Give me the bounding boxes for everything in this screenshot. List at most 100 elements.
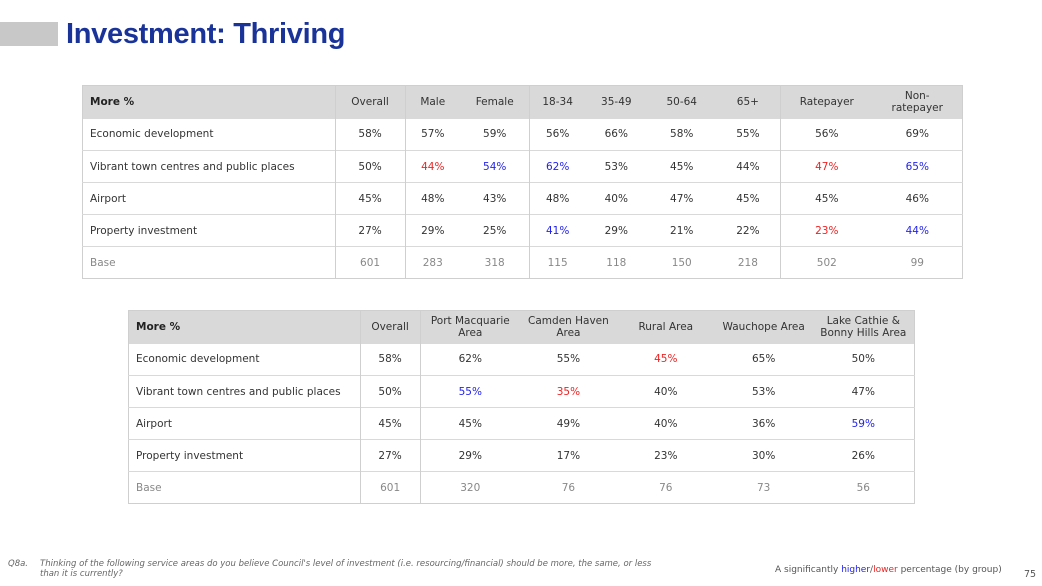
table-cell: 45% — [335, 182, 406, 215]
table-cell: 49% — [519, 407, 617, 440]
demographic-table: More % Overall Male Female 18-34 35-49 50-64 65… — [82, 85, 963, 279]
table-cell: 40% — [584, 182, 648, 215]
row-label: Property investment — [128, 439, 361, 472]
legend-prefix: A significantly — [775, 565, 842, 575]
table-cell: 58% — [335, 118, 406, 151]
base-value: 283 — [405, 246, 460, 279]
table-cell: 29% — [584, 214, 648, 247]
row-label: Property investment — [82, 214, 336, 247]
table-cell: 43% — [459, 182, 531, 215]
table-cell: 65% — [872, 150, 963, 183]
base-value: 118 — [584, 246, 648, 279]
base-value: 502 — [780, 246, 873, 279]
table-row: Property investment 27% 29% 25% 41% 29% 21% 22%… — [82, 214, 963, 247]
row-label: Economic development — [128, 343, 361, 376]
base-value: 601 — [360, 471, 421, 504]
column-header: Wauchope Area — [714, 310, 813, 344]
table-cell: 46% — [872, 182, 963, 215]
significance-legend: A significantly higher/lower percentage … — [775, 565, 1002, 575]
column-header: Overall — [360, 310, 421, 344]
table-corner-label: More % — [128, 310, 361, 344]
table-cell: 53% — [714, 375, 813, 408]
table-cell: 45% — [715, 182, 782, 215]
table-cell: 23% — [616, 439, 715, 472]
table-cell: 55% — [556, 353, 581, 366]
column-header: 65+ — [715, 85, 782, 119]
table-cell: 58% — [360, 343, 421, 376]
legend-suffix: percentage (by group) — [897, 565, 1002, 575]
table-header-row: More % Overall Port Macquarie Area Camden H… — [128, 310, 915, 344]
table-corner-label: More % — [82, 85, 336, 119]
table-cell: 29% — [405, 214, 460, 247]
table-cell: 40% — [616, 375, 715, 408]
base-value: 218 — [715, 246, 782, 279]
table-row: Airport 45% 45% 49% 40% 36% 59% — [128, 407, 915, 440]
table-cell: 27% — [360, 439, 421, 472]
column-header: Female — [459, 85, 531, 119]
base-value: 76 — [616, 471, 715, 504]
row-label: Airport — [128, 407, 361, 440]
table-cell: 50% — [360, 375, 421, 408]
table-row: Vibrant town centres and public places 50… — [82, 150, 963, 183]
legend-slash: / — [870, 565, 874, 575]
base-value: 601 — [335, 246, 406, 279]
base-value: 320 — [420, 471, 520, 504]
table-cell: 45% — [780, 182, 873, 215]
column-header: Male — [405, 85, 460, 119]
question-text: Thinking of the following service areas … — [40, 559, 652, 579]
table-row: Property investment 27% 29% 17% 23% 30% 26% — [128, 439, 915, 472]
table-cell: 57% — [421, 128, 445, 141]
column-header: Lake Cathie & Bonny Hills Area — [812, 310, 915, 344]
table-cell: 45% — [420, 407, 520, 440]
table-cell: 50% — [335, 150, 406, 183]
base-value: 99 — [872, 246, 963, 279]
table-cell: 29% — [420, 439, 520, 472]
area-table: More % Overall Port Macquarie Area Camden H… — [128, 310, 915, 504]
table-header-row: More % Overall Male Female 18-34 35-49 50-64 65… — [82, 85, 963, 119]
table-row: Economic development 58% 62% 55% 45% 65% 50% — [128, 343, 915, 376]
row-label: Economic development — [82, 118, 336, 151]
table-cell: 44% — [715, 150, 782, 183]
table-cell: 47% — [647, 182, 716, 215]
legend-higher: higher — [841, 565, 871, 575]
column-header: 35-49 — [584, 85, 648, 119]
base-value: 73 — [714, 471, 813, 504]
legend-lower: lower — [873, 565, 898, 575]
title-accent-bar — [0, 22, 58, 46]
column-header: Camden Haven Area — [519, 310, 617, 344]
table-cell: 53% — [584, 150, 648, 183]
table-cell: 59% — [459, 118, 531, 151]
table-cell: 69% — [905, 128, 929, 141]
table-cell: 50% — [851, 353, 875, 366]
base-row: Base 601 283 318 115 118 150 218 502 99 — [82, 246, 963, 279]
table-cell: 54% — [459, 150, 531, 183]
page-number: 75 — [1024, 569, 1037, 580]
column-header: Ratepayer — [780, 85, 873, 119]
table-cell: 21% — [647, 214, 716, 247]
table-cell: 26% — [812, 439, 915, 472]
base-value: 150 — [647, 246, 716, 279]
table-cell: 55% — [715, 118, 782, 151]
table-cell: 44% — [405, 150, 460, 183]
table-cell: 45% — [654, 353, 678, 366]
table-cell: 59% — [812, 407, 915, 440]
table-cell: 56% — [545, 128, 570, 141]
table-cell: 41% — [529, 214, 585, 247]
table-row: Economic development 58% 57% 59% 56% 66% 58% 55… — [82, 118, 963, 151]
column-header: 50-64 — [647, 85, 716, 119]
table-cell: 23% — [780, 214, 873, 247]
column-header: 18-34 — [529, 85, 585, 119]
table-cell: 30% — [714, 439, 813, 472]
table-cell: 27% — [335, 214, 406, 247]
table-cell: 25% — [459, 214, 531, 247]
table-cell: 48% — [405, 182, 460, 215]
table-cell: 47% — [812, 375, 915, 408]
table-cell: 45% — [360, 407, 421, 440]
table-cell: 47% — [780, 150, 873, 183]
table-cell: 48% — [529, 182, 585, 215]
column-header: Non- ratepayer — [872, 85, 963, 119]
question-id: Q8a. — [8, 559, 29, 569]
column-header: Overall — [335, 85, 406, 119]
table-row: Vibrant town centres and public places 50… — [128, 375, 915, 408]
table-cell: 40% — [616, 407, 715, 440]
